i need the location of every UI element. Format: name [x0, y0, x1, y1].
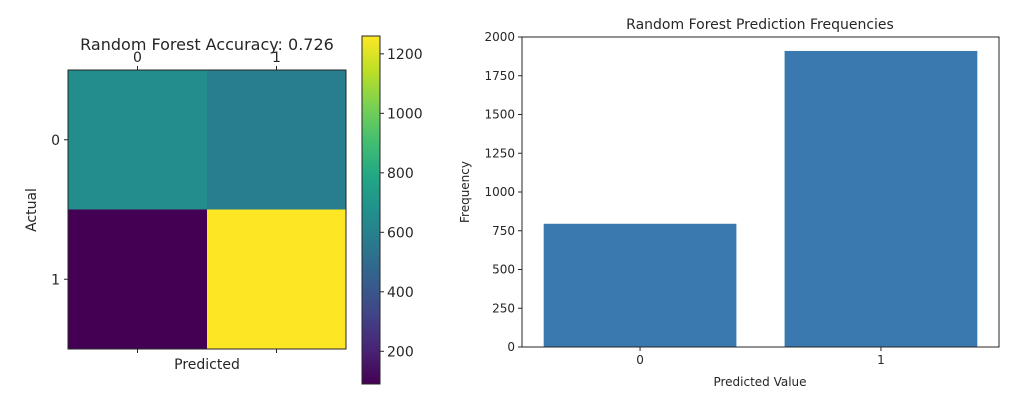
heatmap-ylabel: Actual: [24, 188, 40, 232]
colorbar-tick-label: 1000: [387, 106, 423, 122]
bar-x-tick-label: 0: [636, 353, 644, 367]
bar-y-tick-label: 1250: [484, 146, 515, 160]
heatmap-xlabel: Predicted: [174, 357, 240, 373]
bar-y-tick-label: 500: [492, 263, 515, 277]
heatmap-frame: [67, 69, 347, 350]
heatmap-cell-0-0: [68, 70, 208, 210]
bar-y-tick-label: 1500: [484, 108, 515, 122]
heatmap-x-tick-label: 0: [133, 50, 142, 66]
colorbar-tick-label: 800: [387, 166, 414, 182]
heatmap-cells: [68, 70, 347, 350]
bar-y-tick-label: 2000: [484, 30, 515, 44]
bar-chart-xlabel: Predicted Value: [713, 375, 806, 389]
heatmap-x-tick-label: 1: [272, 50, 281, 66]
colorbar-tick-label: 600: [387, 225, 414, 241]
colorbar: [362, 36, 380, 384]
bar-y-tick-label: 1000: [484, 185, 515, 199]
colorbar-tick-label: 400: [387, 285, 414, 301]
bar-y-tick-label: 0: [507, 340, 515, 354]
heatmap-cell-1-1: [207, 209, 347, 350]
heatmap-title: Random Forest Accuracy: 0.726: [80, 35, 334, 54]
bar-y-tick-label: 1750: [484, 69, 515, 83]
bars: [543, 50, 978, 347]
bar-y-tick-label: 250: [492, 301, 515, 315]
bar-chart-ylabel: Frequency: [458, 161, 472, 223]
colorbar-tick-label: 1200: [387, 47, 423, 63]
colorbar-frame: [361, 35, 381, 385]
heatmap-y-tick-label: 0: [51, 133, 60, 149]
heatmap-ticks: 0 1 0 1: [51, 50, 281, 353]
bar-y-tick-label: 750: [492, 224, 515, 238]
bar-y-ticks: 0 250 500 750 1000 1250 1500 1750 2000: [484, 30, 522, 354]
confusion-matrix-chart: 0 1 0 1 Random Forest Accuracy: 0.726 Predi…: [24, 35, 423, 385]
bar-chart-title: Random Forest Prediction Frequencies: [626, 17, 894, 33]
heatmap-cell-0-1: [207, 70, 347, 210]
bar-x-tick-label: 1: [877, 353, 885, 367]
colorbar-tick-label: 200: [387, 344, 414, 360]
bar-1: [784, 50, 978, 347]
bar-0: [543, 223, 737, 347]
colorbar-ticks: 200 400 600 800 1000 1200: [380, 47, 423, 360]
heatmap-cell-1-0: [68, 209, 208, 350]
heatmap-y-tick-label: 1: [51, 272, 60, 288]
